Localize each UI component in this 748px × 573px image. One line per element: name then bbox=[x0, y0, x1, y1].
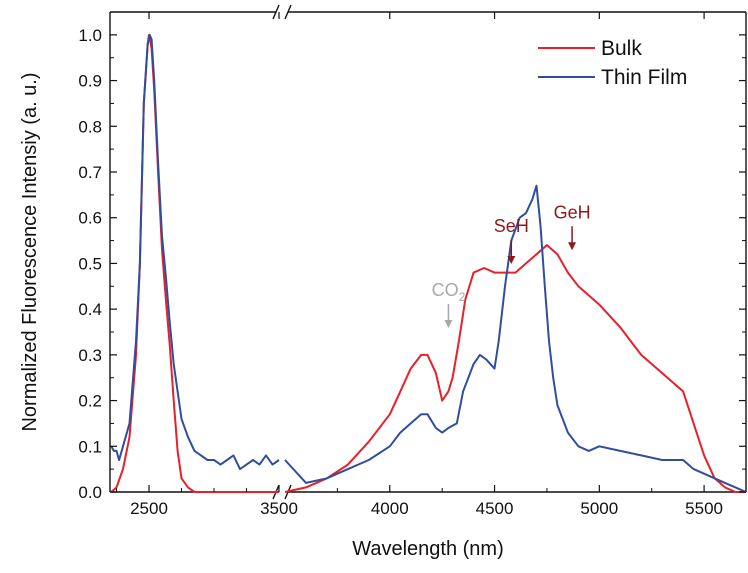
annotation-label-co2: CO2 bbox=[432, 280, 466, 304]
legend-label-thin-film: Thin Film bbox=[601, 66, 687, 89]
annotation-arrowhead-co2 bbox=[444, 320, 453, 328]
x-tick-label: 5000 bbox=[580, 499, 618, 518]
tick-layer: 0.0 0.1 0.2 0.3 0.4 0.5 0.6 0.7 0.8 0.9 1.0 2500 350… bbox=[78, 12, 746, 518]
y-tick-label: 0.3 bbox=[78, 346, 102, 365]
x-tick-label: 2500 bbox=[130, 499, 168, 518]
y-tick-label: 0.7 bbox=[78, 163, 102, 182]
y-tick-label: 0.0 bbox=[78, 483, 102, 502]
series-line-bulk-right bbox=[284, 244, 746, 493]
legend-label-bulk: Bulk bbox=[601, 37, 642, 60]
y-tick-label: 0.1 bbox=[78, 437, 102, 456]
y-tick-label: 1.0 bbox=[78, 26, 102, 45]
legend: Bulk Thin Film bbox=[538, 37, 687, 89]
y-axis-title: Normalized Fluorescence Intensiy (a. u.) bbox=[19, 72, 41, 431]
x-tick-label: 3500 bbox=[260, 499, 298, 518]
axis-frame-layer bbox=[109, 4, 747, 500]
x-tick-label: 4000 bbox=[371, 499, 409, 518]
series-line-thin-film-right bbox=[284, 184, 747, 493]
x-axis-title: Wavelength (nm) bbox=[352, 538, 504, 560]
series-layer bbox=[110, 33, 747, 493]
annotation-label-seh: SeH bbox=[494, 216, 529, 236]
annotation-arrowhead-geh bbox=[568, 242, 577, 251]
annotation-arrowhead-seh bbox=[507, 256, 516, 264]
annotation-layer: SeH GeH CO2 bbox=[432, 202, 591, 328]
y-tick-label: 0.9 bbox=[78, 72, 102, 91]
y-tick-label: 0.6 bbox=[78, 209, 102, 228]
annotation-label-geh: GeH bbox=[554, 202, 591, 222]
axis-break-mark bbox=[272, 4, 280, 20]
x-tick-label: 5500 bbox=[685, 499, 723, 518]
x-tick-label: 4500 bbox=[476, 499, 514, 518]
series-line-bulk-left bbox=[110, 33, 279, 493]
axis-break-mark bbox=[284, 4, 292, 20]
y-tick-label: 0.5 bbox=[78, 254, 102, 273]
y-tick-label: 0.4 bbox=[78, 300, 102, 319]
y-tick-label: 0.8 bbox=[78, 117, 102, 136]
y-tick-label: 0.2 bbox=[78, 392, 102, 411]
series-line-thin-film-left bbox=[110, 33, 280, 471]
